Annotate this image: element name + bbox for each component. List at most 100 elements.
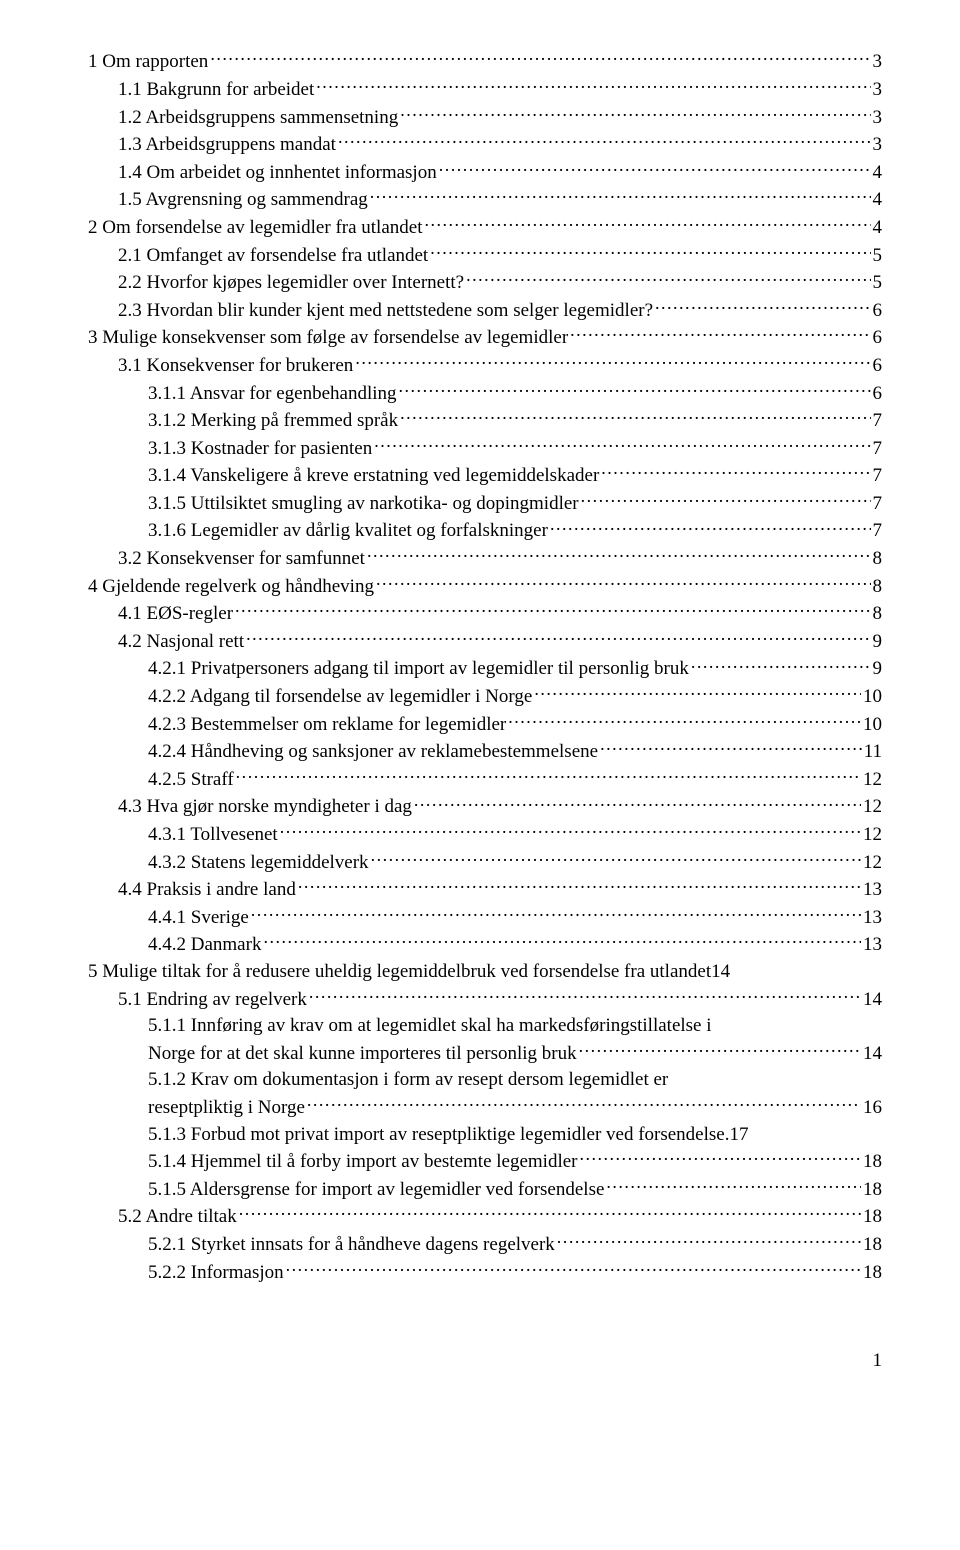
toc-entry: 4.3.1 Tollvesenet 12 [88,821,882,848]
toc-leader-dots [439,159,871,178]
toc-page: 8 [873,546,883,572]
toc-label: 4.3.1 Tollvesenet [148,822,278,848]
toc-entry: 1 Om rapporten3 [88,48,882,75]
toc-entry: 4.3.2 Statens legemiddelverk12 [88,849,882,876]
toc-leader-dots [370,186,871,205]
toc-entry: 3.1.5 Uttilsiktet smugling av narkotika-… [88,490,882,517]
toc-page: 14 [711,959,730,985]
toc-leader-dots [298,876,861,895]
toc-entry: 4.2.1 Privatpersoners adgang til import … [88,655,882,682]
toc-page: 6 [873,353,883,379]
toc-entry: 1.5 Avgrensning og sammendrag4 [88,186,882,213]
toc-page: 12 [863,822,882,848]
toc-leader-dots [466,269,870,288]
toc-label: 1.2 Arbeidsgruppens sammensetning [118,105,398,131]
toc-leader-dots [534,683,861,702]
toc-entry: 4.2.4 Håndheving og sanksjoner av reklam… [88,738,882,765]
toc-entry: 3.2 Konsekvenser for samfunnet 8 [88,545,882,572]
toc-leader-dots [508,711,861,730]
toc-leader-dots [579,1040,861,1059]
toc-page: 18 [863,1232,882,1258]
toc-entry: 3.1.6 Legemidler av dårlig kvalitet og f… [88,517,882,544]
toc-page: 7 [873,408,883,434]
toc-leader-dots [374,435,870,454]
toc-page: 7 [873,436,883,462]
toc-entry: 3.1.1 Ansvar for egenbehandling6 [88,380,882,407]
toc-label: Norge for at det skal kunne importeres t… [148,1041,577,1067]
toc-leader-dots [557,1231,861,1250]
toc-label: 4.2 Nasjonal rett [118,629,244,655]
toc-page: 12 [863,767,882,793]
toc-page: 9 [873,656,883,682]
toc-label: 5.2.1 Styrket innsats for å håndheve dag… [148,1232,555,1258]
toc-leader-dots [286,1259,861,1278]
toc-page: 6 [873,381,883,407]
toc-leader-dots [691,655,871,674]
toc-label: 4.4.1 Sverige [148,905,249,931]
toc-label: 4.3 Hva gjør norske myndigheter i dag [118,794,412,820]
toc-leader-dots [235,600,870,619]
toc-label: 5 Mulige tiltak for å redusere uheldig l… [88,959,711,985]
toc-page: 8 [873,574,883,600]
toc-label: 3.1.5 Uttilsiktet smugling av narkotika-… [148,491,579,517]
toc-entry: 5.1.4 Hjemmel til å forby import av best… [88,1148,882,1175]
toc-page: 10 [863,712,882,738]
toc-page: 9 [873,629,883,655]
toc-label: 5.1.4 Hjemmel til å forby import av best… [148,1149,578,1175]
toc-entry: 4.1 EØS-regler8 [88,600,882,627]
toc-label: 3.1 Konsekvenser for brukeren [118,353,353,379]
toc-page: 3 [873,77,883,103]
toc-entry: 3.1 Konsekvenser for brukeren 6 [88,352,882,379]
toc-entry: 1.2 Arbeidsgruppens sammensetning 3 [88,104,882,131]
toc-label: 4.4 Praksis i andre land [118,877,296,903]
toc-leader-dots [316,76,870,95]
toc-entry: 2.1 Omfanget av forsendelse fra utlandet… [88,242,882,269]
toc-leader-dots [246,628,870,647]
toc-page: 18 [863,1177,882,1203]
toc-label: 5.1.1 Innføring av krav om at legemidlet… [148,1013,712,1039]
toc-page: 6 [873,298,883,324]
toc-entry: 4.2.5 Straff 12 [88,766,882,793]
toc-entry: 5 Mulige tiltak for å redusere uheldig l… [88,959,882,985]
toc-page: 17 [729,1122,748,1148]
toc-leader-dots [580,1148,862,1167]
toc-page: 14 [863,1041,882,1067]
toc-page: 6 [873,325,883,351]
toc-entry: 5.1.1 Innføring av krav om at legemidlet… [88,1013,882,1039]
toc-label: 4.2.5 Straff [148,767,234,793]
toc-page: 4 [873,160,883,186]
toc-leader-dots [425,214,871,233]
toc-leader-dots [239,1203,861,1222]
toc-label: 5.2 Andre tiltak [118,1204,237,1230]
toc-page: 8 [873,601,883,627]
toc-label: 3.2 Konsekvenser for samfunnet [118,546,365,572]
toc-leader-dots [263,931,861,950]
toc-entry: 4 Gjeldende regelverk og håndheving 8 [88,573,882,600]
toc-leader-dots [338,131,871,150]
toc-label: 5.1.3 Forbud mot privat import av resept… [148,1122,725,1148]
toc-entry: 3 Mulige konsekvenser som følge av forse… [88,324,882,351]
toc-entry: 4.3 Hva gjør norske myndigheter i dag12 [88,793,882,820]
toc-label: 4 Gjeldende regelverk og håndheving [88,574,374,600]
toc-page: 3 [873,105,883,131]
toc-entry: 3.1.3 Kostnader for pasienten7 [88,435,882,462]
toc-label: 4.4.2 Danmark [148,932,261,958]
toc-page: 13 [863,932,882,958]
toc-page: 7 [873,463,883,489]
page-number: 1 [88,1348,882,1374]
toc-leader-dots [210,48,870,67]
toc-leader-dots [307,1094,861,1113]
toc-label: 3 Mulige konsekvenser som følge av forse… [88,325,568,351]
toc-leader-dots [376,573,871,592]
toc-page: 18 [863,1149,882,1175]
toc-label: 4.2.3 Bestemmelser om reklame for legemi… [148,712,506,738]
toc-leader-dots [601,462,870,481]
toc-leader-dots [236,766,861,785]
toc-leader-dots [606,1176,861,1195]
toc-leader-dots [570,324,870,343]
toc-leader-dots [600,738,862,757]
toc-leader-dots [367,545,871,564]
toc-label: 2 Om forsendelse av legemidler fra utlan… [88,215,423,241]
toc-entry: 4.2 Nasjonal rett 9 [88,628,882,655]
toc-label: 5.1 Endring av regelverk [118,987,307,1013]
